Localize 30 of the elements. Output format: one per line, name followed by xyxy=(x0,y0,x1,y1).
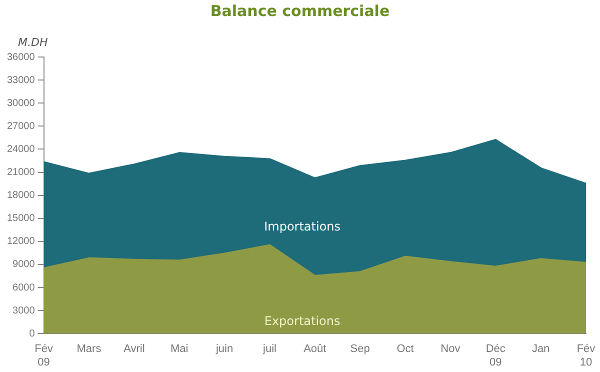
y-tick-label: 15000 xyxy=(6,213,36,224)
y-tick-label: 21000 xyxy=(6,167,36,178)
x-tick-label: Déc 09 xyxy=(486,343,506,368)
y-tick-label: 27000 xyxy=(6,120,36,132)
series-label: Exportations xyxy=(264,314,340,328)
y-tick-label: 6000 xyxy=(12,282,36,294)
x-tick-label: Mars xyxy=(76,343,102,356)
y-tick-label: 3000 xyxy=(12,305,36,316)
x-tick-label: Sep xyxy=(350,343,370,356)
y-tick-label: 9000 xyxy=(12,259,36,270)
x-tick-label: juin xyxy=(214,343,234,356)
y-tick-label: 24000 xyxy=(6,144,36,155)
series-label: Importations xyxy=(264,219,341,234)
y-tick-label: 18000 xyxy=(6,190,36,202)
y-axis-title: M.DH xyxy=(18,36,48,49)
y-tick-label: 33000 xyxy=(6,74,36,86)
x-tick-label: juil xyxy=(262,343,276,356)
y-tick-label: 36000 xyxy=(6,52,36,63)
y-tick-label: 30000 xyxy=(6,98,36,109)
x-tick-label: Fév 09 xyxy=(34,343,54,368)
x-tick-label: Oct xyxy=(396,343,414,356)
x-tick-label: Août xyxy=(304,343,326,356)
x-tick-label: Mai xyxy=(170,343,188,356)
y-tick-label: 12000 xyxy=(6,236,36,248)
x-tick-label: Avril xyxy=(124,343,145,356)
x-tick-label: Jan xyxy=(532,343,550,356)
x-tick-label: Fév 10 xyxy=(576,343,596,368)
x-tick-label: Nov xyxy=(440,343,461,356)
chart-title: Balance commerciale xyxy=(209,2,391,20)
y-tick-label: 0 xyxy=(29,328,36,340)
